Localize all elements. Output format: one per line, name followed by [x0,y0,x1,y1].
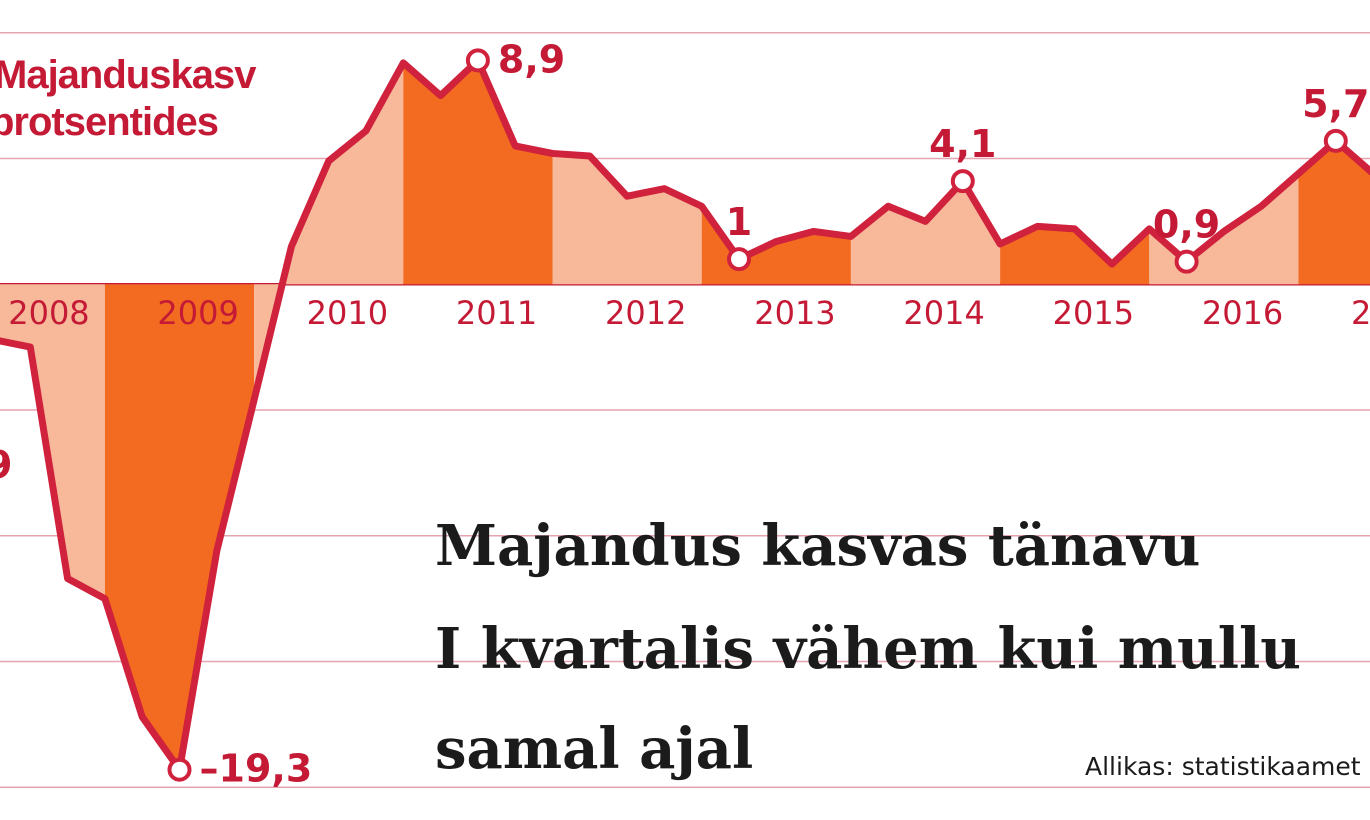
x-tick-label: 2017 [1351,294,1370,332]
point [167,757,192,782]
x-tick-label: 2012 [605,294,686,332]
x-tick-label: 2013 [754,294,835,332]
year-band [254,62,404,400]
data-label: 5,7 [1302,82,1369,126]
x-tick-label: 2016 [1202,294,1283,332]
year-band [1149,173,1299,285]
data-label: 4,1 [929,122,996,166]
x-tick-label: 2010 [307,294,388,332]
point [727,247,751,272]
subtitle: Majanduskasv [0,53,257,97]
x-tick-label: 2014 [903,294,984,332]
point [1323,128,1348,153]
chart-title: samal ajal [435,716,753,782]
year-band [1298,140,1370,285]
point [950,169,975,194]
x-tick-label: 2015 [1053,294,1134,332]
chart-title: Majandus kasvas tänavu [435,513,1200,579]
year-band [1000,226,1150,285]
data-label: 8,9 [498,37,565,81]
data-label: 0,9 [1153,203,1220,247]
year-band [104,284,255,770]
year-band [403,60,553,285]
x-tick-label: 2011 [456,294,537,332]
subtitle: protsentides [0,100,218,144]
point [1174,249,1199,274]
line [0,56,1370,774]
x-tick-label: 2009 [157,294,238,332]
year-band [0,284,105,599]
source: Allikas: statistikaamet [1085,752,1361,781]
data-label: –19,3 [200,747,313,791]
point [465,48,490,73]
x-tick-label: 2008 [8,294,89,332]
year-band [552,153,702,285]
chart-title: I kvartalis vähem kui mullu [435,616,1301,682]
data-label: 1 [726,200,752,244]
annotation: 9 [0,443,12,487]
